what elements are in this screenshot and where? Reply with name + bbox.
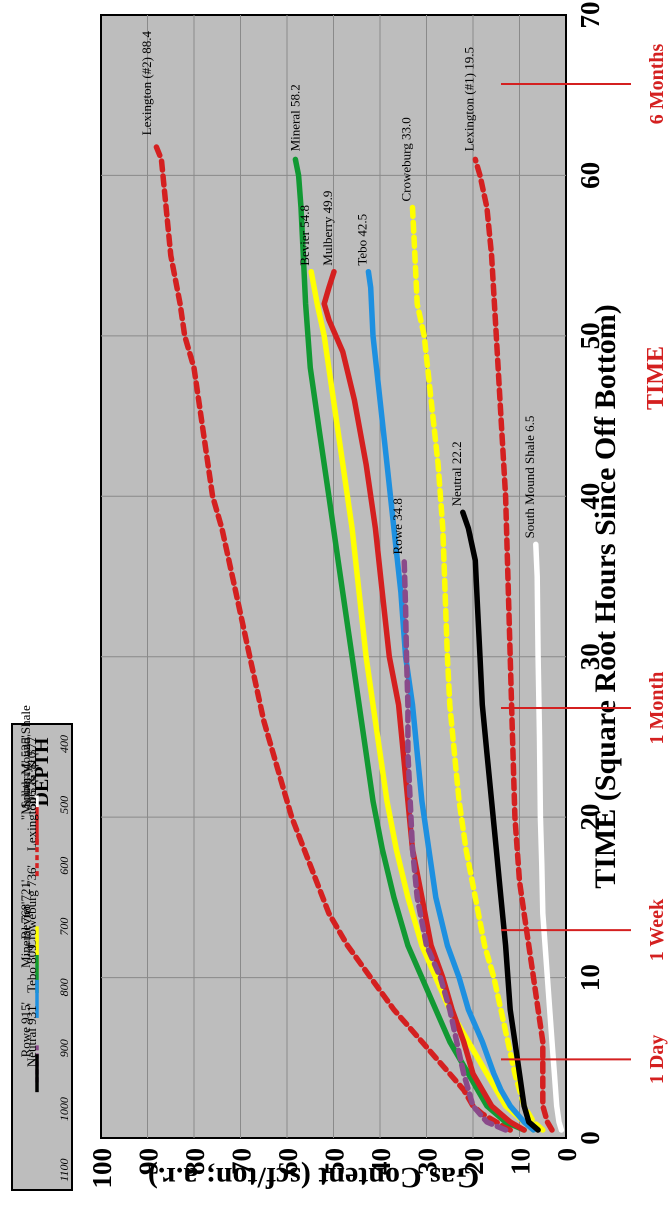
y-tick-label: 0 (552, 1148, 582, 1162)
y-tick-label: 70 (227, 1148, 257, 1175)
x-axis-title: TIME (Square Root Hours Since Off Bottom… (589, 304, 622, 888)
series-line (409, 204, 546, 1133)
series-2: Bevier 54.8 (297, 205, 537, 1133)
legend-item-label: Neutral 931' (24, 1003, 39, 1067)
gridlines (101, 15, 566, 1138)
legend-item-label: Lexington 576' & 577' (24, 734, 39, 851)
legend-item-label: "Mulberry" 525' (18, 735, 33, 820)
time-title: TIME (643, 346, 669, 410)
series-line (401, 557, 509, 1133)
series-line (321, 268, 527, 1133)
legend-depth-tick: 500 (57, 796, 71, 814)
series-label: Rowe 34.8 (390, 498, 405, 554)
legend-item-label: 506' & 510' (24, 749, 39, 809)
legend-depth-tick: 600 (57, 857, 71, 875)
legend-depth-tick: 800 (57, 978, 71, 996)
series-label: Croweburg 33.0 (399, 117, 414, 201)
y-tick-label: 100 (87, 1148, 117, 1189)
legend-item-label: Bevier 721' (18, 880, 33, 940)
depth-legend: DEPTH 400 500 600 700 800 900 1000 1100 South Mou… (11, 705, 73, 1191)
y-tick-label: 10 (506, 1148, 536, 1175)
plot-area: Lexington (#2) 88.4 Mineral 58.2 Bevier 54… (100, 14, 567, 1139)
legend-item-label: South Mound Shale (18, 705, 33, 809)
legend-item-label: Mineral 768' (18, 902, 33, 968)
legend-depth-tick: 900 (57, 1039, 71, 1057)
series-line (292, 156, 527, 1133)
series-line (152, 140, 513, 1133)
series-line (472, 156, 555, 1133)
y-tick-label: 50 (320, 1148, 350, 1175)
series-line (460, 509, 541, 1133)
y-axis-title: Gas Content (scf/ton; a.r.) (148, 1161, 479, 1194)
series-line (533, 541, 565, 1133)
series-label: Tebo 42.5 (354, 214, 369, 266)
series-label: Lexington (#1) 19.5 (461, 47, 476, 151)
y-tick-label: 30 (413, 1148, 443, 1175)
time-marker-label: 1 Day (646, 1035, 668, 1084)
series-label: Bevier 54.8 (297, 205, 312, 266)
x-tick-label: 70 (575, 2, 605, 29)
series-8: Lexington (#1) 19.5 (461, 47, 555, 1133)
series-3: Mulberry 49.9 (320, 191, 527, 1133)
legend-depth-tick: 700 (57, 918, 71, 936)
x-tick-label: 40 (575, 483, 605, 510)
series-label: South Mound Shale 6.5 (522, 416, 537, 539)
series-label: Mulberry 49.9 (320, 191, 335, 266)
x-tick-label: 60 (575, 162, 605, 189)
x-tick-label: 30 (575, 643, 605, 670)
series-label: Neutral 22.2 (449, 441, 464, 506)
series-line (308, 268, 537, 1133)
x-tick-label: 50 (575, 322, 605, 349)
series-9: South Mound Shale 6.5 (522, 416, 565, 1133)
series-label: Lexington (#2) 88.4 (139, 31, 154, 136)
legend-item-label: Rowe 915' (18, 1002, 33, 1057)
legend-item-label: Croweburg 736' (24, 865, 39, 948)
x-tick-label: 10 (575, 964, 605, 991)
y-tick-label: 80 (180, 1148, 210, 1175)
y-tick-label: 40 (366, 1148, 396, 1175)
y-tick-label: 60 (273, 1148, 303, 1175)
y-tick-label: 90 (134, 1148, 164, 1175)
axes: 0 10 20 30 40 50 60 70 80 90 100 0 10 20 30 40 50 60 70 TIM… (87, 2, 669, 1195)
series-label: Mineral 58.2 (287, 84, 302, 151)
series-line (365, 268, 537, 1133)
series-0: Lexington (#2) 88.4 (139, 31, 513, 1133)
x-tick-label: 20 (575, 804, 605, 831)
time-marker-label: 6 Months (646, 43, 668, 124)
series-7: Neutral 22.2 (449, 441, 541, 1133)
series-1: Mineral 58.2 (287, 84, 527, 1133)
legend-depth-tick: 1000 (57, 1097, 71, 1121)
legend-depth-tick: 400 (57, 735, 71, 753)
series-5: Rowe 34.8 (390, 498, 509, 1133)
series-6: Croweburg 33.0 (399, 117, 546, 1133)
x-tick-label: 0 (575, 1131, 605, 1145)
legend-depth-tick: 1100 (57, 1158, 71, 1181)
time-marker-label: 1 Week (646, 898, 668, 961)
series-4: Tebo 42.5 (354, 214, 537, 1133)
y-tick-label: 20 (459, 1148, 489, 1175)
legend-background (11, 723, 73, 1191)
legend-title: DEPTH (31, 737, 53, 806)
time-marker-label: 1 Month (646, 672, 668, 745)
